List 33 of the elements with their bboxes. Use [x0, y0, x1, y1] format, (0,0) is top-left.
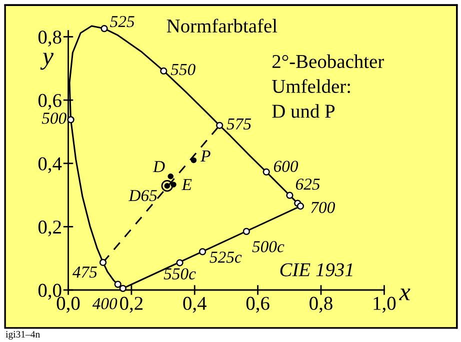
annotation: 550 [170, 64, 196, 76]
text: Normfarbtafel [166, 18, 278, 33]
y-tick-label: 0,2 [38, 220, 61, 236]
annotation: Umfelder: [272, 79, 350, 94]
x-axis-title: x [399, 288, 410, 300]
y-tick-label: 0,4 [38, 157, 62, 174]
annotation: 475 [72, 266, 97, 278]
annotation: 500c [252, 241, 284, 252]
annotation: P [200, 150, 210, 162]
annotation: 525 [110, 16, 134, 28]
x-tick-label: 1,0 [374, 296, 396, 313]
y-tick-label: 0,6 [38, 94, 62, 110]
annotation: E [182, 179, 192, 190]
annotation: D und P [272, 104, 335, 118]
y-tick-label: 0,8 [38, 30, 62, 47]
annotation: 500 [42, 112, 66, 124]
annotation: 2°-Beobachter [272, 54, 384, 68]
y-axis-title: y [40, 52, 54, 70]
annotation: 625 [296, 178, 320, 190]
annotation: 400 [92, 298, 118, 310]
x-tick-label: 0,2 [120, 296, 143, 313]
x-tick-label: 0,8 [310, 296, 332, 313]
x-tick-label: 0,4 [183, 296, 206, 313]
text: igi31–4n [6, 331, 40, 340]
x-tick-label: 0,6 [246, 296, 270, 313]
annotation: D [152, 161, 165, 172]
annotation: 575 [226, 118, 252, 130]
annotation: CIE 1931 [280, 263, 352, 276]
annotation: 700 [311, 202, 335, 214]
annotation: 600 [274, 160, 298, 172]
annotation: D65 [128, 190, 157, 202]
annotation: 525c [210, 252, 242, 263]
annotation: 550c [164, 268, 196, 280]
